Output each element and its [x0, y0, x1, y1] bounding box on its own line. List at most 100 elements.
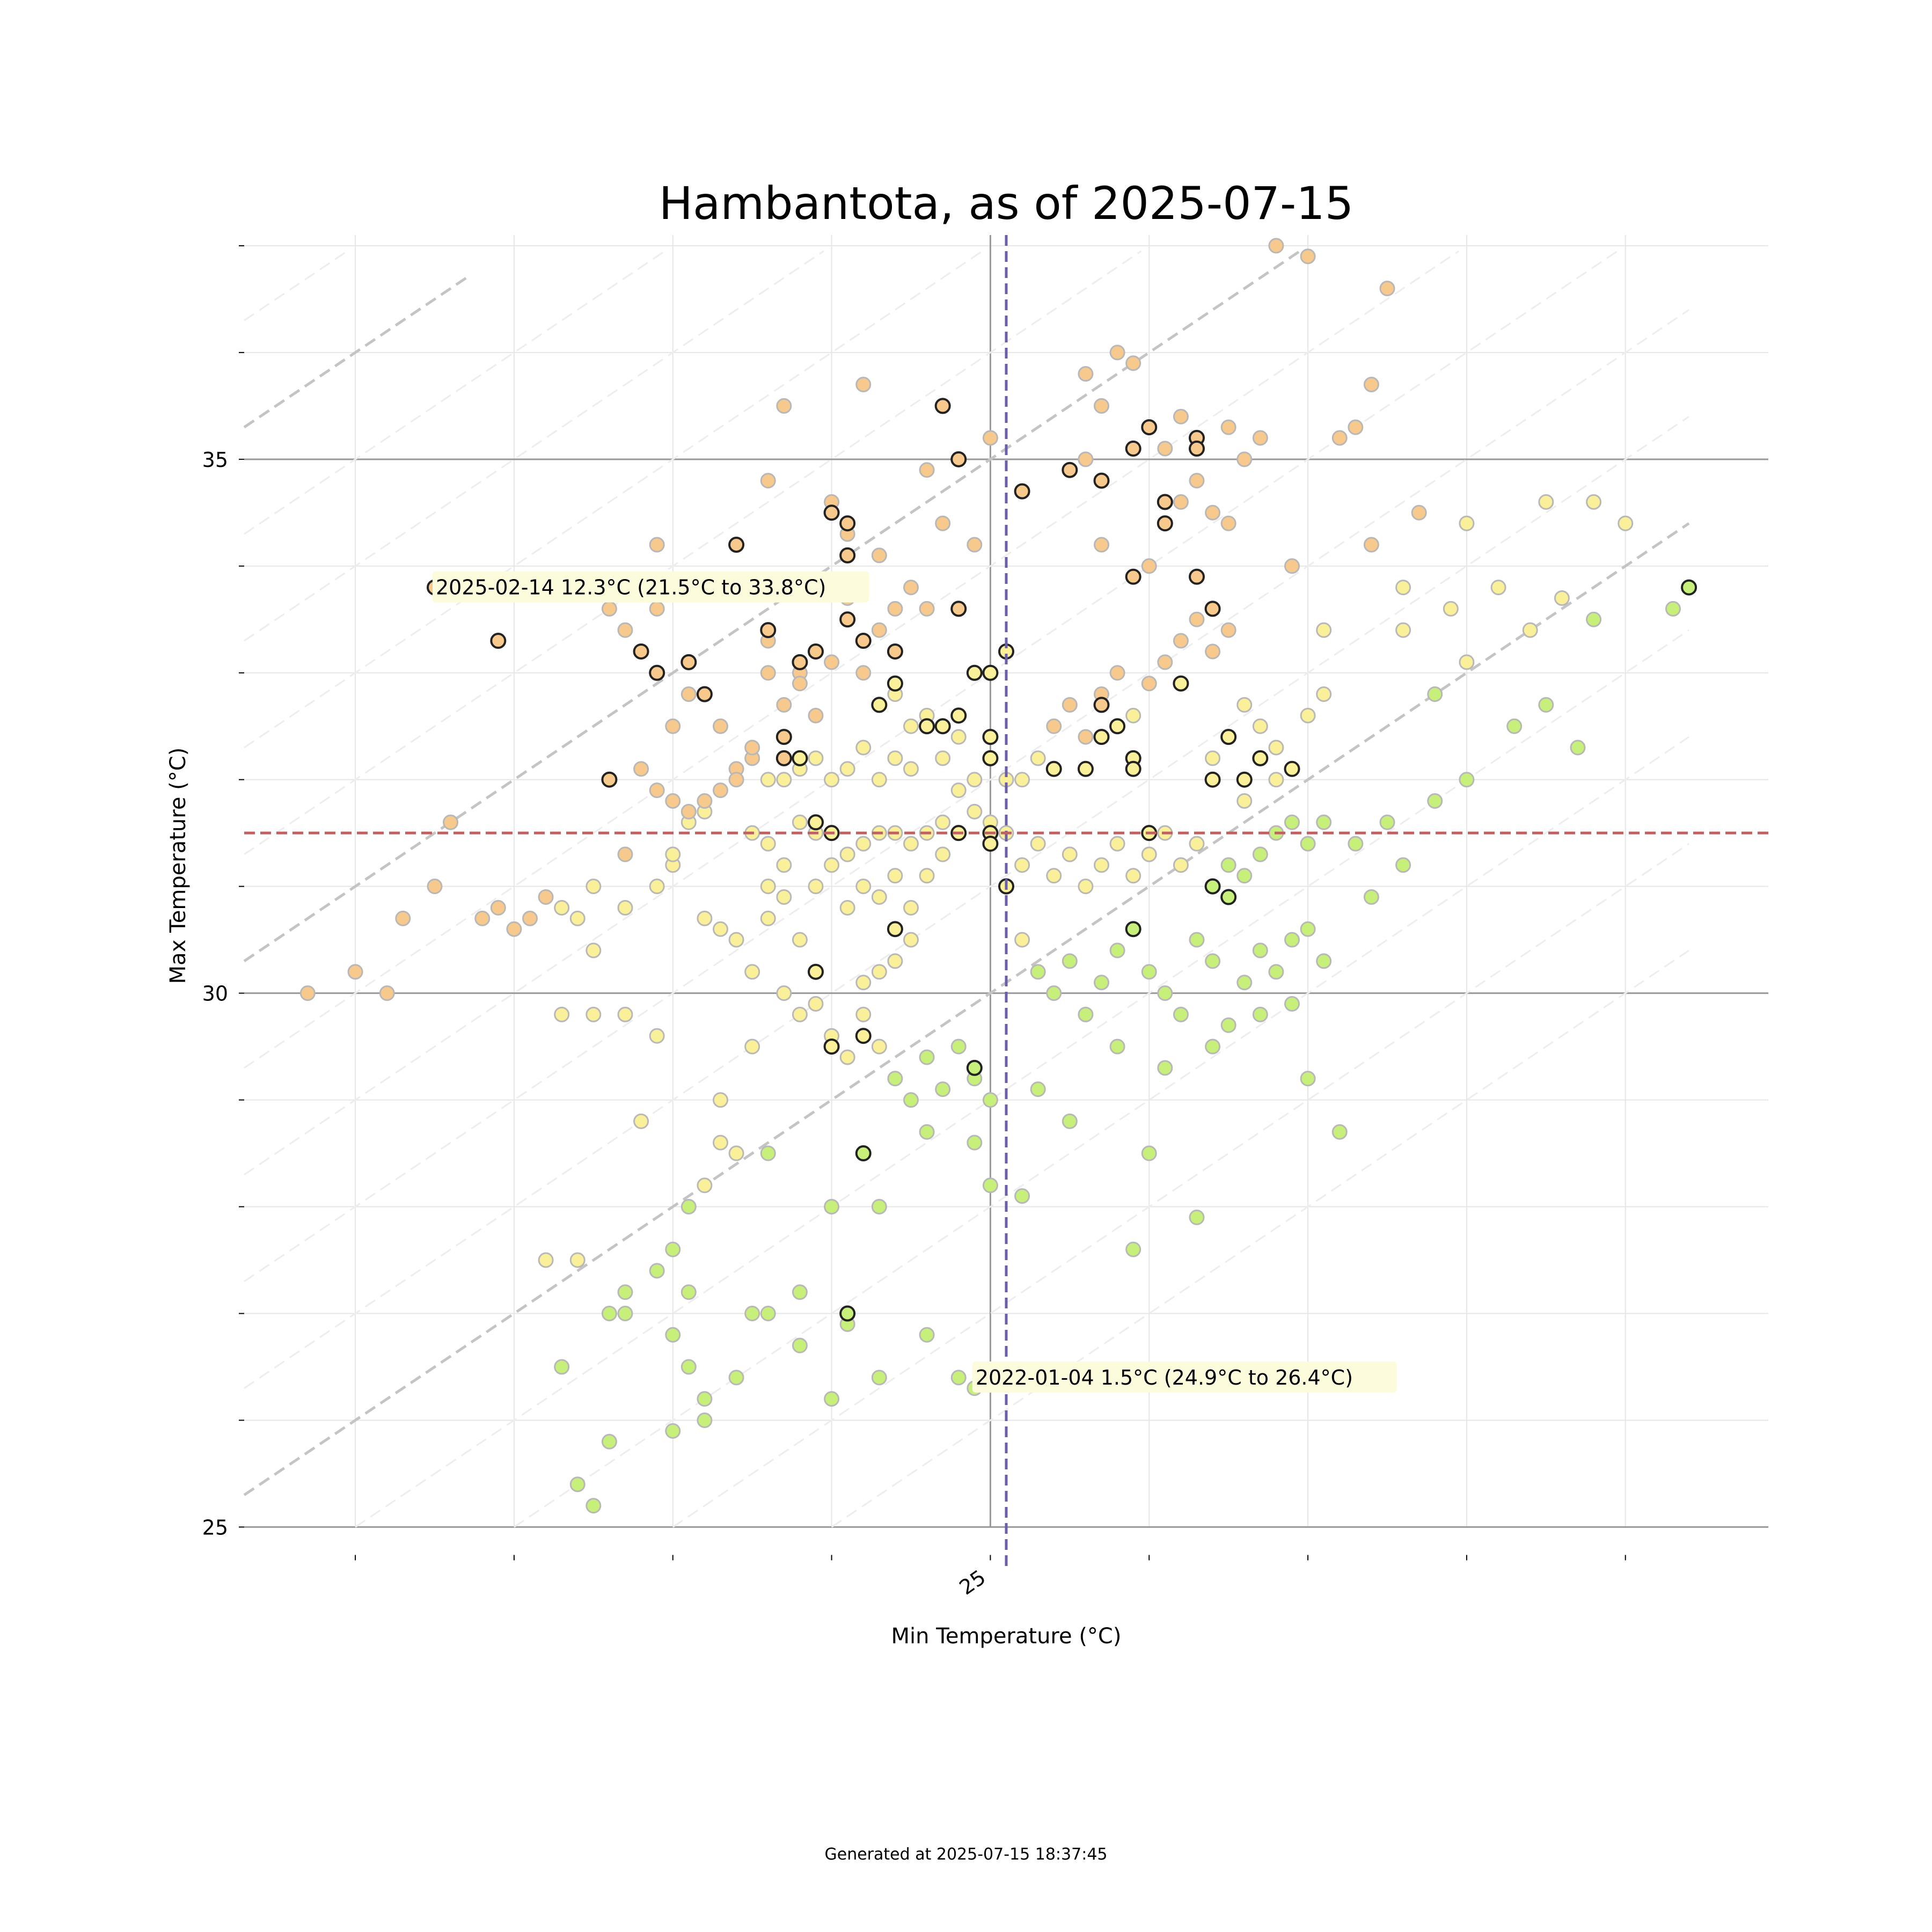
- data-point: [760, 879, 776, 895]
- data-point: [1379, 814, 1395, 830]
- data-point: [1236, 793, 1253, 809]
- data-point: [1252, 942, 1268, 958]
- data-point: [1586, 494, 1602, 510]
- data-point: [1094, 857, 1109, 873]
- data-point: [1618, 515, 1634, 531]
- highlight-point: [808, 643, 824, 660]
- data-point: [649, 879, 665, 895]
- y-tick-label: 25: [202, 1516, 228, 1539]
- data-point: [1173, 408, 1189, 425]
- data-point: [1331, 1124, 1348, 1140]
- data-point: [506, 921, 522, 937]
- data-point: [1030, 964, 1046, 980]
- data-point: [903, 836, 919, 852]
- data-point: [919, 868, 935, 884]
- data-point: [1363, 537, 1379, 553]
- highlight-point: [1220, 729, 1237, 745]
- data-point: [728, 932, 744, 948]
- data-point: [903, 932, 919, 948]
- data-point: [1300, 248, 1316, 265]
- data-point: [855, 740, 872, 756]
- data-point: [967, 772, 983, 788]
- diagonal-line-faint: [244, 250, 824, 642]
- highlight-point: [839, 1305, 856, 1322]
- data-point: [1363, 889, 1379, 905]
- data-point: [569, 1252, 586, 1268]
- data-point: [1284, 558, 1300, 574]
- data-point: [1189, 836, 1205, 852]
- data-point: [1284, 932, 1300, 948]
- data-point: [1173, 633, 1189, 649]
- highlight-point: [760, 622, 777, 639]
- data-point: [538, 1252, 554, 1268]
- data-point: [855, 665, 872, 681]
- y-tick-label: 30: [202, 982, 228, 1006]
- diagonal-line-faint: [244, 250, 983, 749]
- data-point: [792, 1337, 808, 1353]
- data-point: [1220, 1017, 1236, 1033]
- data-point: [1300, 707, 1316, 723]
- data-point: [935, 846, 951, 862]
- data-point: [824, 1391, 840, 1407]
- data-point: [935, 750, 951, 766]
- diagonal-reference-lines: [243, 250, 1690, 1528]
- data-point: [1220, 857, 1236, 873]
- highlight-point: [808, 814, 824, 831]
- highlight-point: [839, 547, 856, 564]
- highlight-point: [1125, 440, 1141, 457]
- y-tick-label: 35: [202, 448, 228, 472]
- highlight-point: [982, 729, 999, 745]
- data-point: [1348, 836, 1364, 852]
- data-point: [887, 1071, 903, 1087]
- data-point: [1046, 985, 1062, 1001]
- data-point: [1014, 772, 1030, 788]
- highlight-point: [1157, 494, 1173, 510]
- highlight-point: [1141, 419, 1158, 436]
- data-point: [1268, 740, 1284, 756]
- data-point: [554, 899, 570, 916]
- mean-lines: [244, 235, 1768, 1568]
- data-point: [1189, 473, 1205, 489]
- data-point: [760, 772, 776, 788]
- data-point: [1109, 836, 1125, 852]
- data-point: [474, 910, 491, 926]
- data-point: [839, 1049, 855, 1065]
- data-point: [680, 1359, 697, 1375]
- data-point: [1078, 879, 1094, 895]
- highlight-point: [966, 1059, 983, 1076]
- data-point: [665, 1241, 681, 1257]
- data-point: [649, 782, 665, 799]
- data-point: [299, 985, 316, 1001]
- data-point: [1205, 1038, 1221, 1055]
- data-point: [1443, 601, 1459, 617]
- data-point: [935, 1081, 951, 1097]
- highlight-point: [1077, 760, 1094, 777]
- data-point: [792, 932, 808, 948]
- highlight-point: [950, 707, 967, 724]
- data-point: [1094, 537, 1109, 553]
- data-point: [1316, 953, 1332, 969]
- highlight-point: [601, 771, 618, 788]
- data-point: [1062, 846, 1078, 862]
- y-axis-label: Max Temperature (°C): [166, 748, 191, 984]
- data-point: [617, 846, 633, 862]
- data-point: [633, 1113, 649, 1129]
- data-point: [982, 1092, 998, 1108]
- diagonal-line-faint: [244, 309, 1689, 1283]
- data-point: [1252, 718, 1268, 734]
- data-point: [1078, 366, 1094, 382]
- data-point: [649, 1028, 665, 1044]
- highlight-point: [1220, 889, 1237, 905]
- data-point: [697, 1177, 713, 1194]
- highlight-point: [1157, 515, 1173, 532]
- data-point: [649, 1263, 665, 1279]
- data-point: [776, 697, 792, 713]
- data-point: [887, 601, 903, 617]
- data-point: [1252, 1006, 1268, 1022]
- data-point: [713, 1092, 728, 1108]
- data-point: [1554, 590, 1570, 606]
- data-point: [919, 601, 935, 617]
- diagonal-line-faint: [672, 843, 1689, 1528]
- data-point: [776, 398, 792, 414]
- generated-timestamp: Generated at 2025-07-15 18:37:45: [824, 1845, 1108, 1864]
